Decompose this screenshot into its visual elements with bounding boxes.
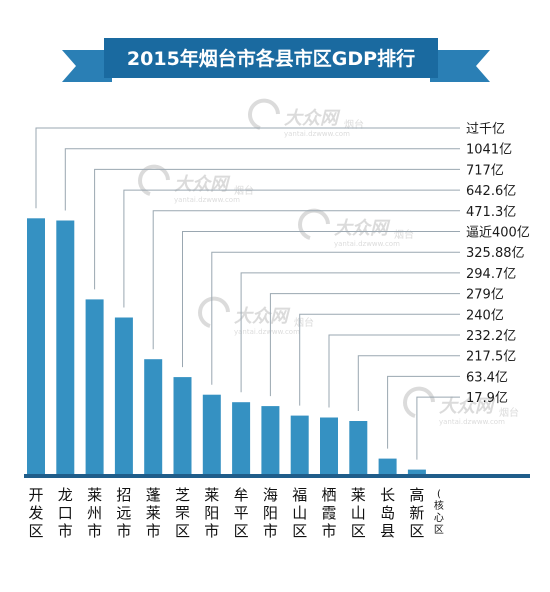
watermark-url: yantai.dzwww.com (284, 130, 350, 138)
leader-line-11 (328, 334, 460, 408)
leader-line-4 (123, 189, 460, 308)
bar-11 (320, 417, 338, 474)
value-label-9: 279亿 (466, 288, 504, 303)
bar-7 (202, 394, 221, 474)
banner-right-tail (430, 50, 490, 82)
category-labels: 开发区龙口市莱州市招远市蓬莱市芝罘区莱阳市牟平区海阳市福山区栖霞市莱山区长岛县高… (28, 486, 443, 540)
bar-5 (144, 359, 163, 474)
category-label-14: 高新区 (409, 486, 424, 540)
bar-6 (173, 377, 192, 474)
bar-10 (290, 415, 309, 474)
category-label-13: 长岛县 (380, 486, 395, 540)
value-label-3: 717亿 (466, 163, 504, 178)
bars (27, 218, 426, 474)
leader-line-1 (35, 127, 460, 209)
bar-4 (114, 317, 133, 474)
category-note-14: (核心区 (434, 489, 444, 536)
category-label-9: 海阳市 (263, 486, 278, 540)
watermark-swoosh-icon (403, 386, 435, 418)
category-label-4: 招远市 (116, 486, 131, 540)
value-label-4: 642.6亿 (466, 184, 516, 199)
leader-line-2 (64, 148, 460, 211)
watermark-city: 烟台 (499, 406, 519, 419)
value-label-2: 1041亿 (466, 143, 512, 158)
watermark-brand: 大众网 (284, 108, 341, 129)
watermark-url: yantai.dzwww.com (439, 418, 505, 426)
category-label-6: 芝罘区 (175, 486, 190, 540)
watermark-url: yantai.dzwww.com (234, 328, 300, 336)
leader-line-6 (182, 231, 460, 368)
leader-line-12 (357, 355, 460, 411)
value-label-7: 325.88亿 (466, 246, 525, 261)
bar-9 (261, 406, 280, 474)
leader-line-13 (387, 375, 460, 449)
value-label-8: 294.7亿 (466, 267, 516, 282)
bar-12 (349, 421, 368, 474)
value-label-5: 471.3亿 (466, 205, 516, 220)
category-label-3: 莱州市 (87, 486, 102, 540)
bar-13 (378, 458, 397, 474)
bar-1 (27, 218, 45, 474)
bar-3 (85, 299, 104, 474)
leader-line-3 (94, 168, 460, 290)
value-label-13: 63.4亿 (466, 370, 508, 385)
category-label-1: 开发区 (28, 486, 43, 540)
watermark-brand: 大众网 (334, 218, 391, 239)
value-label-11: 232.2亿 (466, 329, 516, 344)
value-label-1: 过千亿 (466, 122, 505, 137)
leader-line-14 (416, 396, 460, 460)
bar-14 (407, 469, 426, 474)
leader-line-7 (211, 251, 460, 385)
watermark-city: 烟台 (294, 316, 314, 329)
value-label-6: 逼近400亿 (466, 226, 530, 241)
watermark-url: yantai.dzwww.com (334, 240, 400, 248)
banner-left-tail (62, 50, 112, 82)
category-label-10: 福山区 (292, 486, 307, 540)
watermark-swoosh-icon (198, 296, 230, 328)
watermark-swoosh-icon (298, 208, 330, 240)
category-label-11: 栖霞市 (321, 486, 336, 540)
leader-line-10 (299, 313, 460, 406)
title-banner: 2015年烟台市各县市区GDP排行 (62, 38, 490, 82)
banner-body (104, 38, 438, 78)
watermark-url: yantai.dzwww.com (174, 196, 240, 204)
watermark-brand: 大众网 (174, 174, 231, 195)
value-label-14: 17.9亿 (466, 391, 508, 406)
watermark-brand: 大众网 (234, 306, 291, 327)
category-label-7: 莱阳市 (204, 486, 219, 540)
watermark-swoosh-icon (248, 98, 280, 130)
watermark-brand: 大众网 (439, 396, 496, 417)
value-label-10: 240亿 (466, 308, 504, 323)
leader-line-5 (152, 210, 460, 350)
category-label-8: 牟平区 (234, 486, 249, 540)
value-label-12: 217.5亿 (466, 350, 516, 365)
leader-lines (35, 127, 460, 460)
category-label-2: 龙口市 (58, 486, 73, 540)
leader-line-8 (240, 272, 460, 393)
category-label-5: 蓬莱市 (146, 486, 161, 540)
category-label-12: 莱山区 (351, 486, 366, 540)
bar-2 (56, 220, 75, 474)
bar-8 (232, 402, 251, 474)
chart-title: 2015年烟台市各县市区GDP排行 (127, 47, 415, 70)
leader-line-9 (269, 293, 460, 397)
